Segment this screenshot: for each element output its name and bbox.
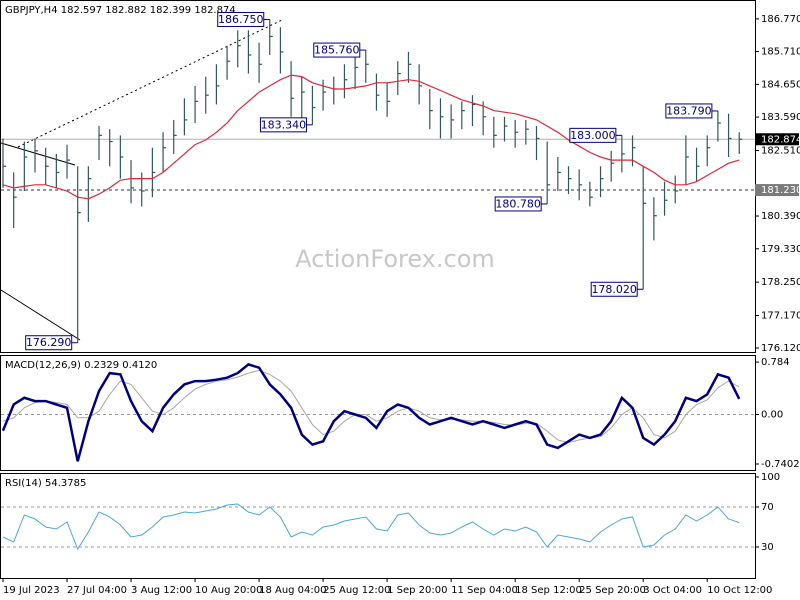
macd-frame (0, 355, 756, 471)
indicator-line (2, 369, 740, 444)
annotation-label: 183.790 (666, 104, 712, 117)
panel-frames (0, 0, 756, 579)
x-tick-label: 11 Sep 04:00 (451, 585, 518, 596)
trend-line (0, 289, 81, 341)
indicator-line (1, 363, 741, 462)
last-price-box (755, 133, 799, 146)
y-tick-label: 177.170 (761, 311, 800, 322)
x-tick-label: 25 Aug 12:00 (323, 585, 390, 596)
y-tick-label: 182.510 (761, 146, 800, 157)
annotation-box (569, 127, 617, 143)
panel-title: RSI(14) 54.3785 (5, 478, 86, 489)
x-tick-label: 3 Oct 04:00 (643, 585, 702, 596)
y-tick-label: 178.250 (761, 277, 800, 288)
x-tick-label: 10 Aug 20:00 (195, 585, 262, 596)
annotation-label: 186.750 (218, 13, 264, 26)
moving-average (2, 74, 740, 200)
annotation-label: 180.780 (495, 197, 541, 210)
price-frame (0, 0, 756, 353)
last-price-label: 182.874 (761, 134, 800, 145)
trend-lines (0, 19, 283, 341)
x-tick-label: 18 Sep 12:00 (515, 585, 582, 596)
watermark: ActionForex.com (295, 245, 495, 273)
annotation-box (494, 196, 542, 212)
y-tick-label: 186.770 (761, 14, 800, 25)
x-tick-label: 25 Sep 20:00 (579, 585, 646, 596)
annotation-label: 176.290 (26, 336, 72, 349)
rsi-frame (0, 473, 756, 579)
y-tick-label: 100 (761, 472, 780, 483)
y-tick-label: 0.784 (761, 357, 790, 368)
level-box (755, 184, 799, 197)
x-tick-label: 1 Sep 20:00 (387, 585, 447, 596)
y-tick-label: 179.330 (761, 244, 800, 255)
indicator-line (2, 503, 740, 551)
trend-line (0, 142, 76, 166)
y-tick-label: 70 (761, 502, 774, 513)
x-tick-label: 27 Jul 04:00 (67, 585, 127, 596)
y-tick-label: 184.650 (761, 79, 800, 90)
trend-line (17, 19, 283, 148)
y-tick-label: 30 (761, 542, 774, 553)
annotation-label: 185.760 (314, 44, 360, 57)
annotation-box (590, 281, 638, 297)
y-tick-label: 185.710 (761, 47, 800, 58)
annotation-box (665, 103, 713, 119)
x-tick-label: 19 Jul 2023 (3, 585, 60, 596)
level-label: 181.230 (761, 185, 800, 196)
y-tick-label: -0.7402 (761, 459, 800, 470)
annotation-box (25, 335, 73, 351)
annotation-label: 183.340 (261, 118, 307, 131)
annotation-label: 183.000 (570, 129, 616, 142)
y-tick-label: 180.390 (761, 211, 800, 222)
annotation-box (259, 117, 307, 133)
x-tick-label: 3 Aug 12:00 (131, 585, 192, 596)
y-tick-label: 0.00 (761, 410, 783, 421)
y-tick-label: 183.590 (761, 112, 800, 123)
y-tick-label: 176.120 (761, 343, 800, 354)
x-tick-label: 10 Oct 12:00 (707, 585, 772, 596)
annotation-box (313, 42, 361, 58)
x-tick-label: 18 Aug 04:00 (259, 585, 326, 596)
annotation-label: 178.020 (591, 283, 637, 296)
panel-title: GBPJPY,H4 182.597 182.882 182.399 182.87… (5, 5, 236, 16)
panel-title: MACD(12,26,9) 0.2329 0.4120 (5, 360, 157, 371)
annotation-box (217, 11, 265, 27)
